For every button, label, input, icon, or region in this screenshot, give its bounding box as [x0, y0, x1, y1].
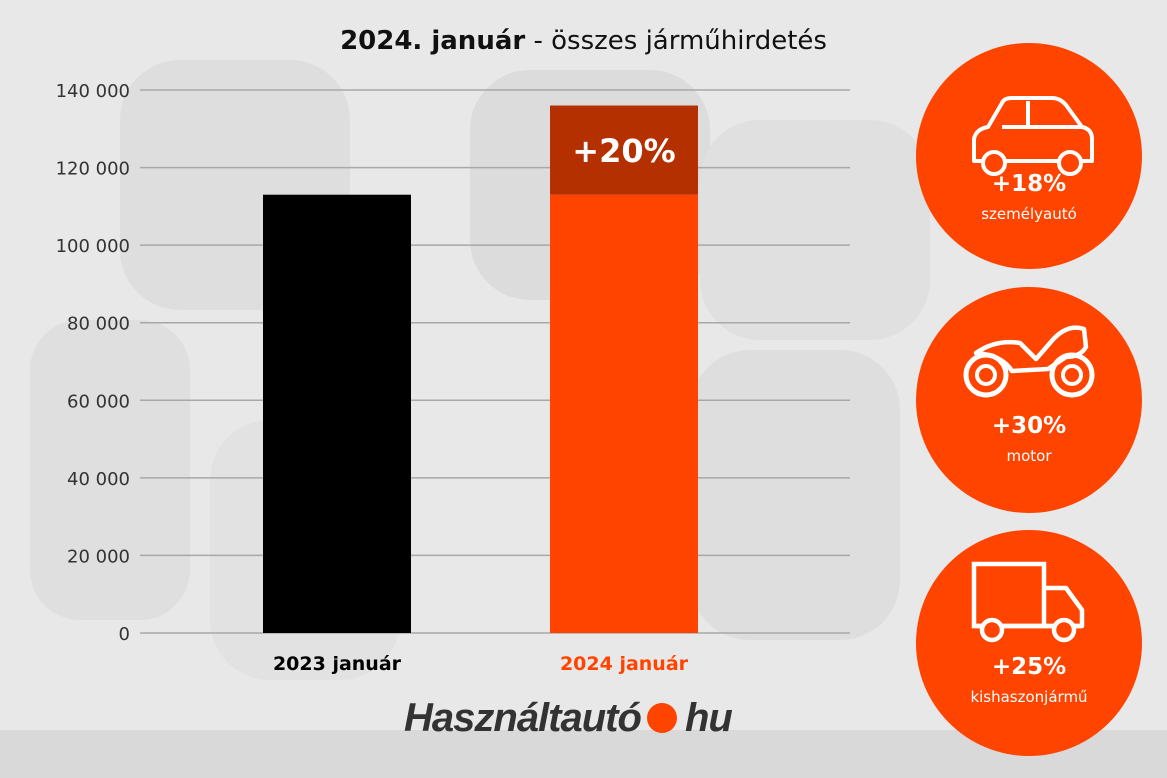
- growth-label: +20%: [572, 132, 675, 170]
- bar-2023: [263, 194, 411, 633]
- car-icon: [972, 96, 1094, 176]
- chart-title: 2024. január - összes járműhirdetés: [0, 26, 1167, 56]
- y-tick-label: 100 000: [56, 236, 130, 257]
- y-tick-label: 0: [119, 624, 130, 645]
- y-tick-label: 140 000: [56, 81, 130, 102]
- y-tick-label: 120 000: [56, 159, 130, 180]
- stat-pct: +18%: [991, 171, 1067, 197]
- stat-circle-van: +25% kishaszonjármű: [916, 530, 1142, 756]
- logo-dot: [646, 703, 677, 733]
- bar-2024-base: [550, 194, 698, 633]
- y-tick-label: 80 000: [67, 314, 130, 335]
- bar-chart: 0 20 000 40 000 60 000 80 000 100 000 120 000 1…: [56, 81, 850, 675]
- y-tick-label: 60 000: [67, 391, 130, 412]
- stat-pct: +25%: [991, 654, 1067, 680]
- chart-title-rest: - összes járműhirdetés: [525, 26, 827, 56]
- stat-pct: +30%: [991, 413, 1067, 439]
- stat-circle-motor: +30% motor: [916, 287, 1142, 513]
- stat-circle-car: +18% személyautó: [916, 43, 1142, 269]
- y-tick-label: 20 000: [67, 546, 130, 567]
- category-label: 2024 január: [560, 653, 689, 675]
- stat-label: motor: [1006, 447, 1052, 465]
- logo: Használtautó hu: [404, 692, 733, 744]
- y-tick-label: 40 000: [67, 469, 130, 490]
- motorcycle-icon: [963, 325, 1095, 398]
- stat-label: kishaszonjármű: [970, 688, 1088, 706]
- logo-text-left: Használtautó: [404, 695, 642, 740]
- chart-title-bold: 2024. január: [340, 26, 526, 56]
- category-label: 2023 január: [273, 653, 402, 675]
- stat-label: személyautó: [981, 205, 1077, 223]
- logo-text-right: hu: [684, 695, 733, 740]
- van-icon: [971, 561, 1085, 643]
- bar-2024-increase: [550, 105, 698, 195]
